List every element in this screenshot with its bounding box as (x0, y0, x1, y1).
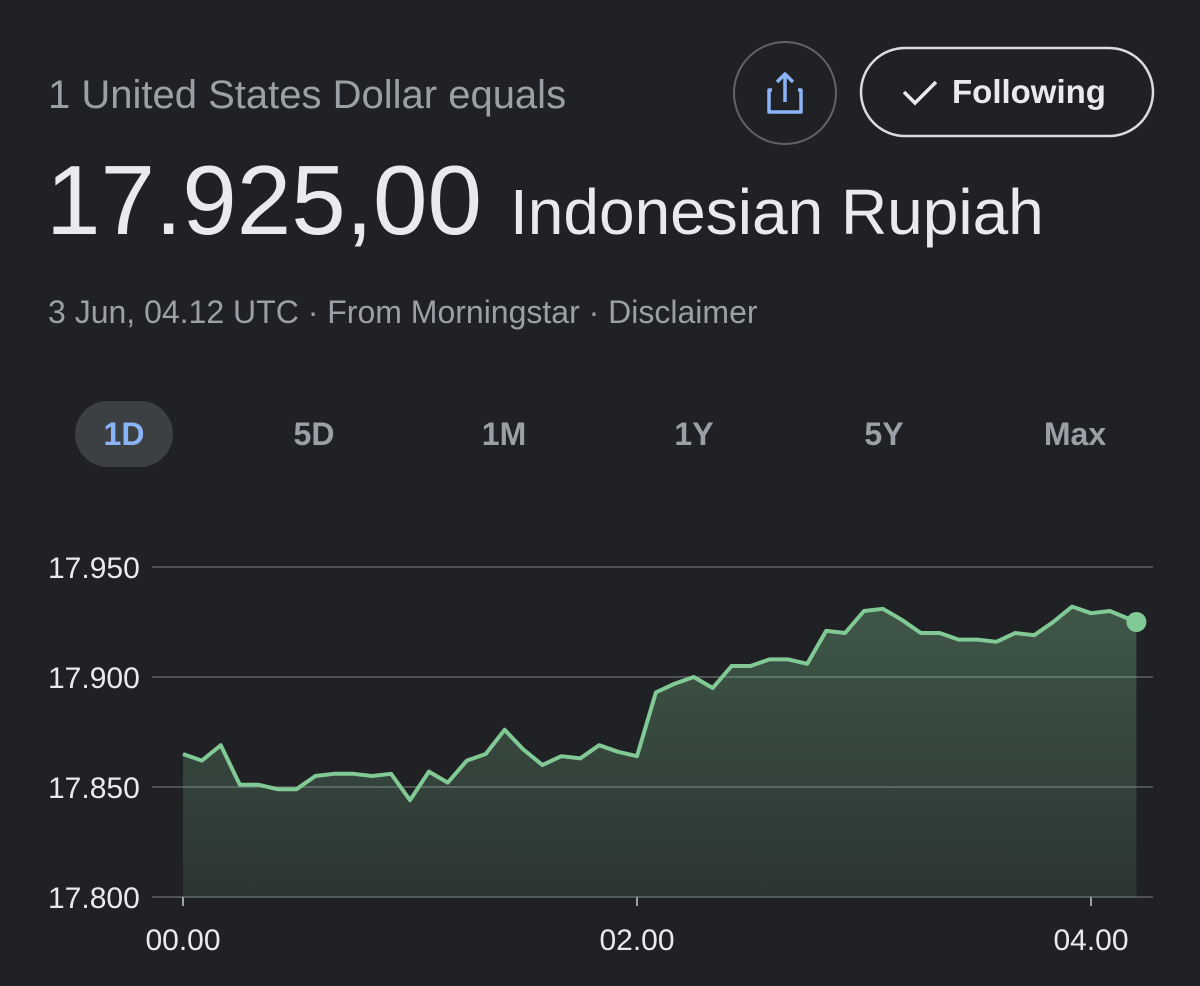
range-tab[interactable]: 1D (104, 416, 145, 452)
chart: 17.800 17.850 17.900 17.950 00.00 02.00 04.00 (48, 552, 1153, 957)
range-tabs: 1D 5D 1M 1Y 5Y Max (104, 416, 1107, 452)
y-tick-label: 17.800 (48, 882, 140, 915)
follow-button[interactable]: Following (859, 46, 1155, 138)
area-fill (183, 606, 1137, 897)
source-meta: 3 Jun, 04.12 UTC · From Morningstar · Di… (48, 294, 758, 330)
price-line (182, 604, 1138, 803)
x-tick-label: 04.00 (1053, 924, 1128, 957)
conversion-label: 1 United States Dollar equals (48, 73, 566, 117)
share-button[interactable] (733, 41, 837, 145)
y-tick-label: 17.900 (48, 662, 140, 695)
range-tab[interactable]: Max (1044, 416, 1106, 452)
last-point (1126, 612, 1147, 632)
currency-name: Indonesian Rupiah (510, 176, 1044, 248)
x-tick-label: 00.00 (145, 924, 220, 957)
follow-button-border (859, 46, 1155, 138)
y-tick-label: 17.950 (48, 552, 140, 585)
range-tab[interactable]: 5D (294, 416, 335, 452)
share-icon (767, 72, 803, 114)
check-icon (902, 80, 938, 106)
share-button-border (733, 41, 837, 145)
range-tab[interactable]: 5Y (864, 416, 903, 452)
y-tick-label: 17.850 (48, 772, 140, 805)
follow-label: Following (952, 73, 1106, 110)
x-tick-label: 02.00 (599, 924, 674, 957)
active-tab-pill (75, 401, 173, 467)
range-tab[interactable]: 1Y (674, 416, 713, 452)
range-tab[interactable]: 1M (482, 416, 526, 452)
amount: 17.925,00 (46, 145, 482, 255)
